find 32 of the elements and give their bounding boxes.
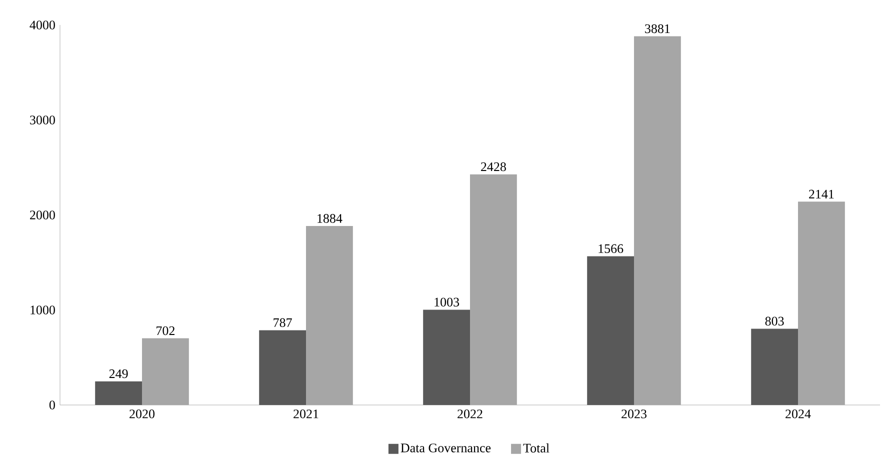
bar (306, 226, 353, 405)
x-tick-label: 2021 (294, 410, 318, 418)
bar (470, 174, 517, 405)
x-tick-label: 2023 (622, 410, 647, 418)
legend-label: Total (523, 443, 550, 453)
bar (423, 310, 470, 405)
data-label: 249 (109, 369, 128, 378)
legend-label: Data Governance (400, 444, 491, 452)
x-tick-label: 2020 (130, 410, 154, 418)
bar (587, 256, 634, 405)
bar (142, 338, 189, 405)
bar (95, 381, 142, 405)
y-tick-label: 2000 (30, 210, 55, 220)
bar (751, 328, 798, 405)
y-tick-label: 1000 (30, 306, 55, 314)
y-tick-label: 3000 (30, 116, 55, 124)
data-label: 787 (274, 318, 292, 328)
data-label: 2141 (809, 190, 834, 198)
y-tick-label: 4000 (30, 20, 55, 30)
data-label: 702 (156, 326, 174, 336)
data-label: 1884 (318, 214, 342, 223)
bar (634, 36, 681, 405)
data-label: 2428 (481, 162, 506, 172)
data-label: 803 (765, 316, 784, 326)
data-label: 1003 (434, 298, 460, 307)
x-tick-label: 2022 (458, 410, 482, 418)
x-tick-label: 2024 (786, 410, 811, 418)
y-tick-label: 0 (49, 400, 55, 410)
data-label: 1566 (598, 244, 624, 254)
bar (259, 330, 306, 405)
data-label: 3881 (645, 24, 670, 34)
bar (798, 202, 845, 405)
